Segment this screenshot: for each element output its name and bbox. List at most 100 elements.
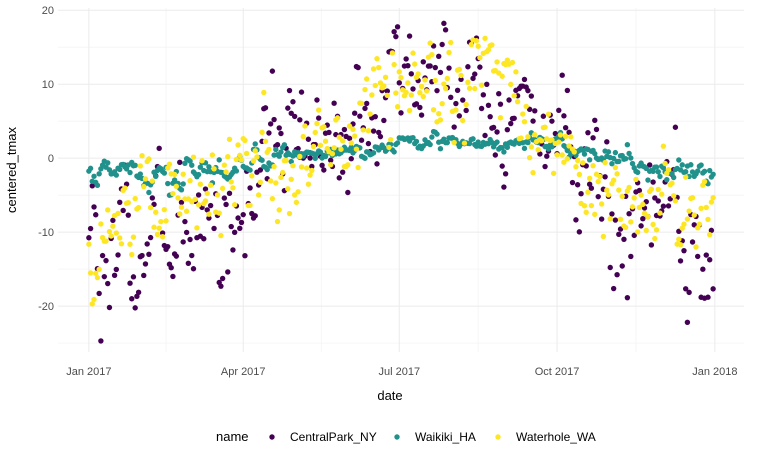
data-point xyxy=(628,219,634,225)
data-point xyxy=(521,119,528,125)
data-point xyxy=(221,162,228,168)
data-point xyxy=(511,93,517,99)
data-point xyxy=(309,167,315,174)
data-point xyxy=(194,225,200,231)
data-point xyxy=(643,227,649,234)
data-point xyxy=(130,234,137,240)
data-point xyxy=(259,129,265,136)
data-point xyxy=(689,239,696,245)
data-point xyxy=(290,99,296,105)
data-point xyxy=(180,181,186,187)
data-point xyxy=(593,126,600,133)
data-point xyxy=(677,258,684,264)
data-point xyxy=(183,208,190,214)
data-point xyxy=(466,140,473,147)
data-point xyxy=(463,101,469,108)
data-point xyxy=(364,100,370,107)
data-point xyxy=(638,192,644,198)
data-point xyxy=(604,139,610,145)
data-point xyxy=(394,140,401,146)
data-point xyxy=(576,229,583,235)
data-point xyxy=(568,134,574,140)
data-point xyxy=(139,153,145,159)
data-point xyxy=(442,85,449,92)
data-point xyxy=(437,146,444,152)
data-point xyxy=(233,156,240,163)
data-point xyxy=(298,164,305,170)
data-point xyxy=(96,171,102,177)
data-point xyxy=(429,51,435,58)
data-point xyxy=(621,236,627,242)
data-point xyxy=(171,177,178,183)
data-point xyxy=(98,221,104,227)
data-point xyxy=(372,113,378,120)
data-point xyxy=(89,183,96,189)
data-point xyxy=(209,152,216,158)
data-point xyxy=(135,204,142,211)
data-point xyxy=(312,155,318,162)
data-point xyxy=(295,189,301,195)
data-point xyxy=(602,174,608,180)
data-point xyxy=(250,158,257,164)
data-point xyxy=(376,64,382,71)
data-point xyxy=(662,160,668,167)
data-point xyxy=(655,169,661,175)
data-point xyxy=(207,202,214,209)
data-point xyxy=(389,50,396,56)
data-point xyxy=(592,117,598,124)
data-point xyxy=(705,294,711,300)
data-point xyxy=(619,193,625,200)
data-point xyxy=(448,39,454,46)
data-point xyxy=(691,212,697,218)
data-point xyxy=(487,113,493,120)
data-point xyxy=(240,211,246,218)
data-point xyxy=(206,211,212,217)
data-point xyxy=(113,266,120,273)
data-point xyxy=(640,216,646,222)
data-point xyxy=(230,247,236,253)
data-point xyxy=(247,202,253,209)
data-point xyxy=(604,187,610,193)
data-point xyxy=(283,157,289,164)
data-point xyxy=(105,160,111,166)
data-point xyxy=(237,152,243,159)
data-point xyxy=(695,168,701,174)
x-tick-label: Oct 2017 xyxy=(535,366,580,378)
data-point xyxy=(430,107,437,113)
data-point xyxy=(676,157,682,163)
data-point xyxy=(177,159,183,165)
data-point xyxy=(146,251,152,257)
data-point xyxy=(624,294,631,301)
data-point xyxy=(274,218,281,225)
y-tick-label: 10 xyxy=(42,79,54,91)
data-point xyxy=(154,231,161,238)
data-point xyxy=(444,75,451,82)
data-point xyxy=(509,59,516,66)
x-tick-label: Jan 2018 xyxy=(692,366,737,378)
data-point xyxy=(187,158,193,164)
data-point xyxy=(360,127,366,133)
data-point xyxy=(394,24,401,30)
data-point xyxy=(235,142,241,148)
data-point xyxy=(525,134,531,140)
data-point xyxy=(466,85,473,92)
data-point xyxy=(710,286,716,292)
data-point xyxy=(274,142,281,148)
data-point xyxy=(327,162,334,168)
data-point xyxy=(243,150,250,157)
data-point xyxy=(427,40,433,46)
data-point xyxy=(142,261,149,267)
data-point xyxy=(650,179,656,185)
data-point xyxy=(480,92,487,98)
data-point xyxy=(266,146,272,153)
data-point xyxy=(362,155,368,161)
data-point xyxy=(556,139,562,145)
data-point xyxy=(537,151,543,157)
data-point xyxy=(93,270,99,277)
data-point xyxy=(364,76,370,82)
data-point xyxy=(405,62,411,69)
data-point xyxy=(259,157,265,163)
data-point xyxy=(540,113,547,119)
data-point xyxy=(381,117,387,124)
